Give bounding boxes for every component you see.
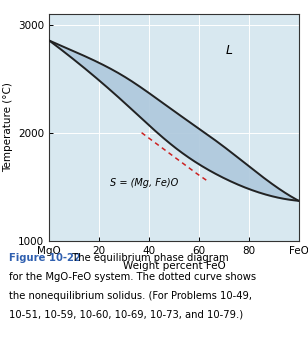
Text: 10-51, 10-59, 10-60, 10-69, 10-73, and 10-79.): 10-51, 10-59, 10-60, 10-69, 10-73, and 1… [9, 310, 243, 320]
Text: S = (Mg, Fe)O: S = (Mg, Fe)O [110, 179, 178, 189]
Text: the nonequilibrium solidus. (For Problems 10-49,: the nonequilibrium solidus. (For Problem… [9, 291, 252, 301]
X-axis label: Weight percent FeO: Weight percent FeO [123, 261, 225, 271]
Y-axis label: Temperature (°C): Temperature (°C) [3, 82, 13, 172]
Text: for the MgO-FeO system. The dotted curve shows: for the MgO-FeO system. The dotted curve… [9, 272, 256, 282]
Text: L: L [225, 44, 233, 57]
Text: Figure 10-22: Figure 10-22 [9, 253, 81, 263]
Text: The equilibrium phase diagram: The equilibrium phase diagram [66, 253, 229, 263]
